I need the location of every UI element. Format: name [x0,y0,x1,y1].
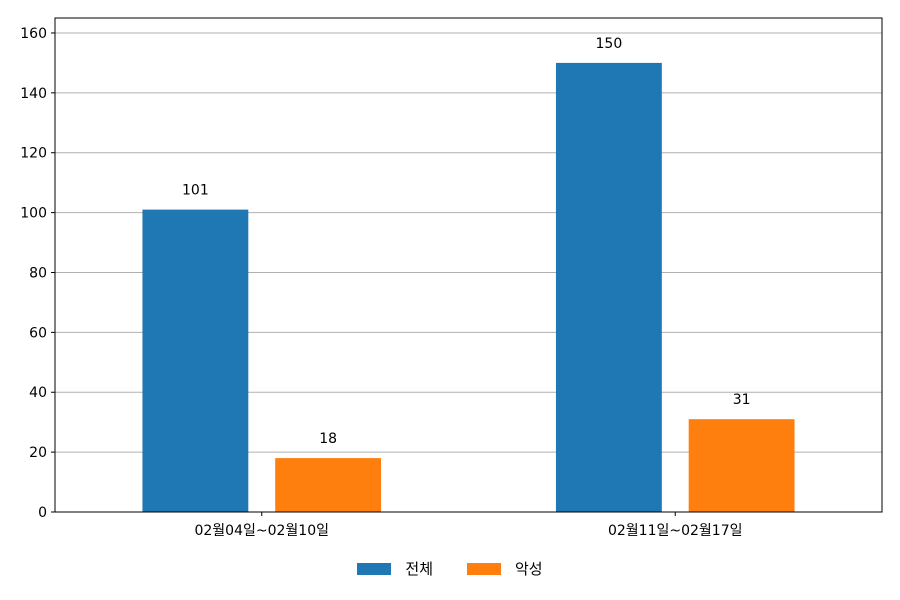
data-label-series-0-cat-1: 150 [596,36,623,52]
y-tick-label: 160 [20,26,47,42]
legend-item-series-0: 전체 [357,558,433,579]
legend-label-series-1: 악성 [515,560,543,578]
y-tick-label: 80 [29,265,47,281]
y-tick-label: 40 [29,385,47,401]
bar-series-1-cat-1 [688,419,795,512]
legend-swatch-series-1 [467,562,501,575]
legend-item-series-1: 악성 [467,558,543,579]
data-label-series-0-cat-0: 101 [182,183,209,199]
y-tick-label: 20 [29,445,47,461]
y-tick-label: 60 [29,325,47,341]
plot-frame [54,17,883,513]
legend-label-series-0: 전체 [405,560,433,578]
data-label-layer: 101 18 150 31 [182,36,751,447]
data-label-series-1-cat-0: 18 [319,431,337,447]
bar-series-0-cat-1 [555,62,662,513]
legend-swatch-series-0 [357,562,392,575]
y-tick-label: 100 [20,206,47,222]
bar-series-1-cat-0 [275,458,382,512]
axis-layer: 0 20 40 60 80 100 120 140 160 02월04일~02월10일 02월11일… [20,26,742,539]
data-label-series-1-cat-1: 31 [733,392,751,408]
bar-layer [142,62,795,513]
y-tick-label: 0 [38,505,47,521]
x-tick-label: 02월04일~02월10일 [194,523,329,539]
y-tick-label: 120 [20,146,47,162]
y-tick-label: 140 [20,86,47,102]
bar-series-0-cat-0 [142,209,249,512]
legend: 전체 악성 [0,558,900,579]
bar-chart: 101 18 150 31 0 20 40 60 80 100 120 140 160 02월04일~0… [20,17,883,539]
x-tick-label: 02월11일~02월17일 [608,523,743,539]
